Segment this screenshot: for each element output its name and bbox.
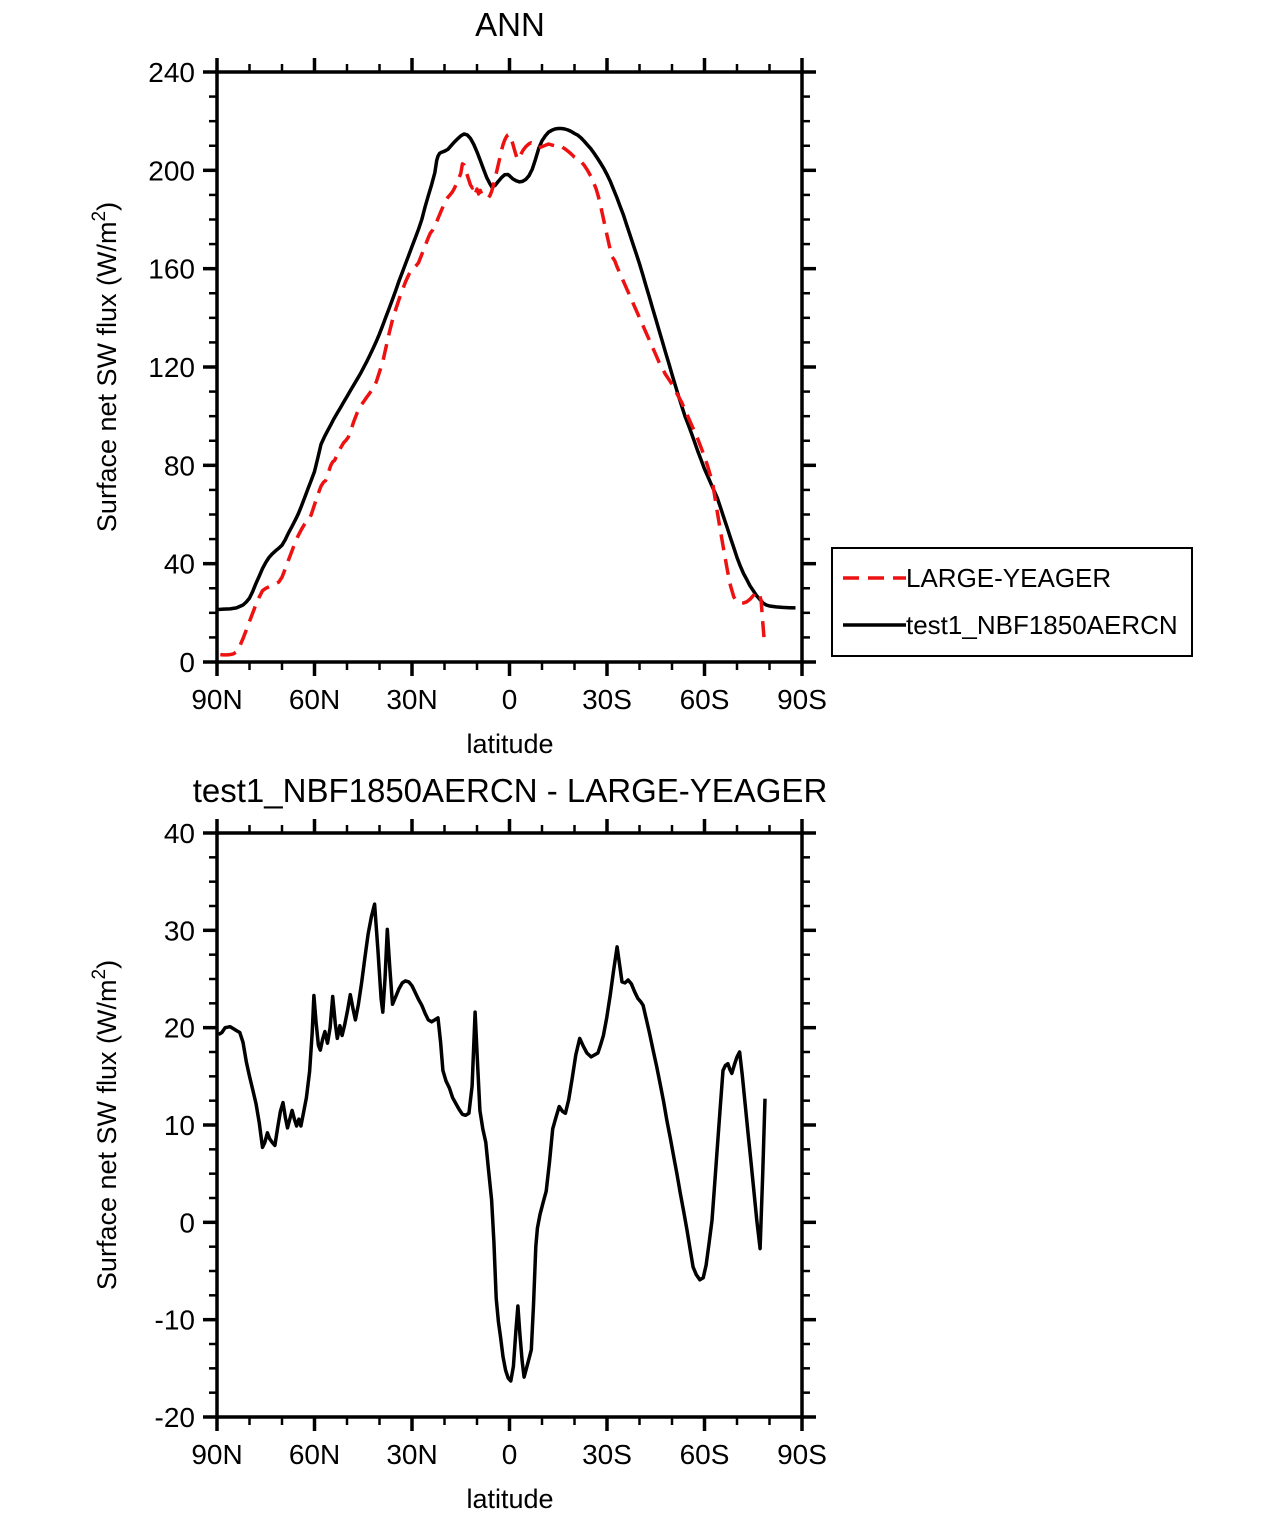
y-tick-label: 80 bbox=[164, 450, 195, 481]
series-line-LARGE-YEAGER bbox=[220, 132, 766, 657]
x-tick-label: 30S bbox=[582, 1439, 632, 1470]
y-tick-label: 120 bbox=[148, 352, 195, 383]
top-x-axis-label: latitude bbox=[466, 729, 553, 759]
y-tick-label: 0 bbox=[179, 647, 195, 678]
y-tick-label: 240 bbox=[148, 57, 195, 88]
y-tick-label: 160 bbox=[148, 254, 195, 285]
x-tick-label: 90N bbox=[191, 1439, 242, 1470]
bottom-chart-title: test1_NBF1850AERCN - LARGE-YEAGER bbox=[193, 772, 828, 809]
x-tick-label: 30N bbox=[386, 1439, 437, 1470]
x-tick-label: 30N bbox=[386, 684, 437, 715]
series-line-test1_NBF1850AERCN bbox=[216, 126, 796, 612]
axis-frame bbox=[215, 831, 804, 1419]
x-tick-label: 60N bbox=[289, 684, 340, 715]
bottom-x-axis-label: latitude bbox=[466, 1484, 553, 1514]
legend-box bbox=[831, 547, 1193, 657]
y-tick-label: 30 bbox=[164, 915, 195, 946]
x-tick-label: 30S bbox=[582, 684, 632, 715]
legend-label-test1: test1_NBF1850AERCN bbox=[906, 610, 1178, 640]
legend: LARGE-YEAGER test1_NBF1850AERCN bbox=[831, 547, 1193, 657]
x-tick-label: 60N bbox=[289, 1439, 340, 1470]
x-tick-label: 0 bbox=[502, 1439, 518, 1470]
x-tick-label: 90N bbox=[191, 684, 242, 715]
y-tick-label: 40 bbox=[164, 549, 195, 580]
y-tick-label: 0 bbox=[179, 1207, 195, 1238]
bottom-y-axis-label: Surface net SW flux (W/m2) bbox=[89, 960, 122, 1290]
series-line-difference bbox=[217, 902, 767, 1383]
bottom-chart-plot-area: 90N 60N 30N 0 30S 60S 90S -20 -10 0 10 20 30 40 bbox=[155, 818, 827, 1470]
y-tick-label: 200 bbox=[148, 155, 195, 186]
y-tick-label: -20 bbox=[155, 1402, 195, 1433]
y-tick-label: -10 bbox=[155, 1305, 195, 1336]
top-chart-title: ANN bbox=[475, 6, 545, 43]
x-tick-label: 60S bbox=[680, 684, 730, 715]
x-tick-label: 60S bbox=[680, 1439, 730, 1470]
y-tick-label: 20 bbox=[164, 1013, 195, 1044]
x-tick-label: 90S bbox=[777, 1439, 827, 1470]
axis-frame bbox=[215, 70, 804, 664]
top-chart-plot-area: 90N 60N 30N 0 30S 60S 90S 0 40 80 120 160 200 240 bbox=[148, 57, 827, 715]
top-y-axis-label: Surface net SW flux (W/m2) bbox=[89, 202, 122, 532]
y-tick-label: 10 bbox=[164, 1110, 195, 1141]
x-tick-label: 0 bbox=[502, 684, 518, 715]
legend-label-large-yeager: LARGE-YEAGER bbox=[906, 563, 1111, 593]
x-tick-label: 90S bbox=[777, 684, 827, 715]
y-tick-label: 40 bbox=[164, 818, 195, 849]
